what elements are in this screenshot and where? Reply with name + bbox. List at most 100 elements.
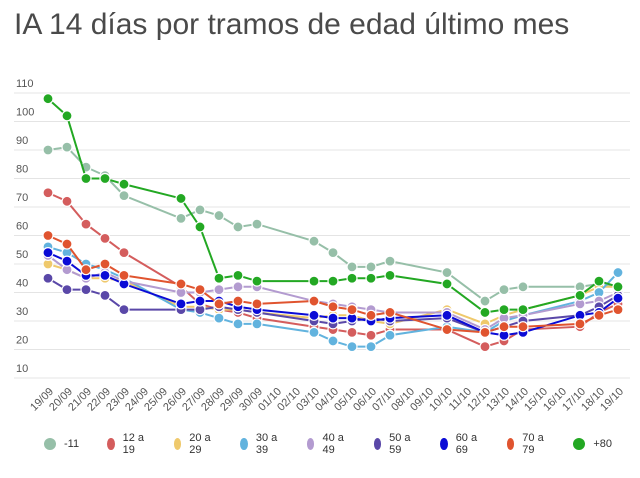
data-point[interactable] [194,295,206,307]
data-point[interactable] [80,264,92,276]
data-point[interactable] [99,289,111,301]
data-point[interactable] [232,295,244,307]
data-point[interactable] [441,309,453,321]
data-point[interactable] [574,318,586,330]
data-point[interactable] [517,321,529,333]
data-point[interactable] [80,284,92,296]
data-point[interactable] [213,284,225,296]
data-point[interactable] [175,192,187,205]
data-point[interactable] [42,247,54,259]
data-point[interactable] [612,292,624,304]
data-point[interactable] [118,247,130,259]
data-point[interactable] [194,284,206,296]
data-point[interactable] [80,172,92,185]
data-point[interactable] [61,284,73,296]
legend-item[interactable]: 70 a 79 [506,432,546,456]
data-point[interactable] [327,301,339,313]
data-point[interactable] [251,298,263,310]
legend-item[interactable]: +80 [573,432,612,456]
data-point[interactable] [308,275,320,287]
data-point[interactable] [612,304,624,316]
data-point[interactable] [593,309,605,321]
data-point[interactable] [365,341,377,353]
data-point[interactable] [612,266,624,279]
data-point[interactable] [498,284,510,296]
data-point[interactable] [213,312,225,324]
data-point[interactable] [80,218,92,230]
data-point[interactable] [327,247,339,259]
data-point[interactable] [175,298,187,310]
data-point[interactable] [384,306,396,319]
legend-item[interactable]: -11 [44,432,79,456]
data-point[interactable] [346,261,358,273]
data-point[interactable] [384,255,396,267]
data-point[interactable] [61,255,73,267]
data-point[interactable] [327,335,339,347]
data-point[interactable] [194,221,206,233]
data-point[interactable] [194,204,206,216]
data-point[interactable] [61,238,73,250]
data-point[interactable] [61,110,73,122]
data-point[interactable] [365,309,377,321]
data-point[interactable] [365,329,377,341]
data-point[interactable] [612,281,624,293]
data-point[interactable] [213,272,225,284]
data-point[interactable] [517,281,529,293]
data-point[interactable] [232,281,244,293]
data-point[interactable] [308,295,320,307]
data-point[interactable] [99,269,111,281]
legend-item[interactable]: 12 a 19 [107,432,146,456]
data-point[interactable] [99,258,111,270]
data-point[interactable] [308,326,320,338]
data-point[interactable] [327,312,339,324]
data-point[interactable] [42,144,54,156]
data-point[interactable] [232,269,244,281]
legend-item[interactable]: 20 a 29 [173,432,213,456]
data-point[interactable] [251,318,263,330]
data-point[interactable] [498,321,510,333]
data-point[interactable] [61,141,73,153]
data-point[interactable] [593,275,605,287]
data-point[interactable] [384,329,396,341]
data-point[interactable] [42,93,54,105]
data-point[interactable] [213,298,225,310]
data-point[interactable] [42,272,54,284]
data-point[interactable] [118,269,130,281]
data-point[interactable] [479,326,491,338]
data-point[interactable] [99,232,111,244]
data-point[interactable] [441,323,453,336]
data-point[interactable] [346,304,358,316]
data-point[interactable] [346,272,358,284]
data-point[interactable] [365,261,377,273]
data-point[interactable] [118,178,130,190]
data-point[interactable] [574,289,586,301]
data-point[interactable] [441,278,453,290]
data-point[interactable] [308,309,320,321]
data-point[interactable] [232,318,244,330]
data-point[interactable] [308,235,320,247]
legend-item[interactable]: 60 a 69 [440,432,479,456]
data-point[interactable] [346,341,358,353]
data-point[interactable] [118,304,130,316]
data-point[interactable] [213,209,225,222]
data-point[interactable] [99,172,111,185]
data-point[interactable] [251,275,263,287]
data-point[interactable] [346,326,358,338]
data-point[interactable] [479,341,491,353]
data-point[interactable] [232,221,244,233]
data-point[interactable] [517,304,529,316]
legend-item[interactable]: 30 a 39 [240,432,279,456]
data-point[interactable] [441,266,453,279]
data-point[interactable] [479,295,491,307]
data-point[interactable] [61,195,73,207]
legend-item[interactable]: 40 a 49 [306,432,346,456]
data-point[interactable] [384,269,396,281]
data-point[interactable] [175,278,187,290]
data-point[interactable] [42,229,54,242]
data-point[interactable] [498,304,510,316]
data-point[interactable] [365,272,377,284]
data-point[interactable] [479,306,491,319]
data-point[interactable] [42,187,54,199]
data-point[interactable] [327,275,339,287]
data-point[interactable] [175,212,187,224]
